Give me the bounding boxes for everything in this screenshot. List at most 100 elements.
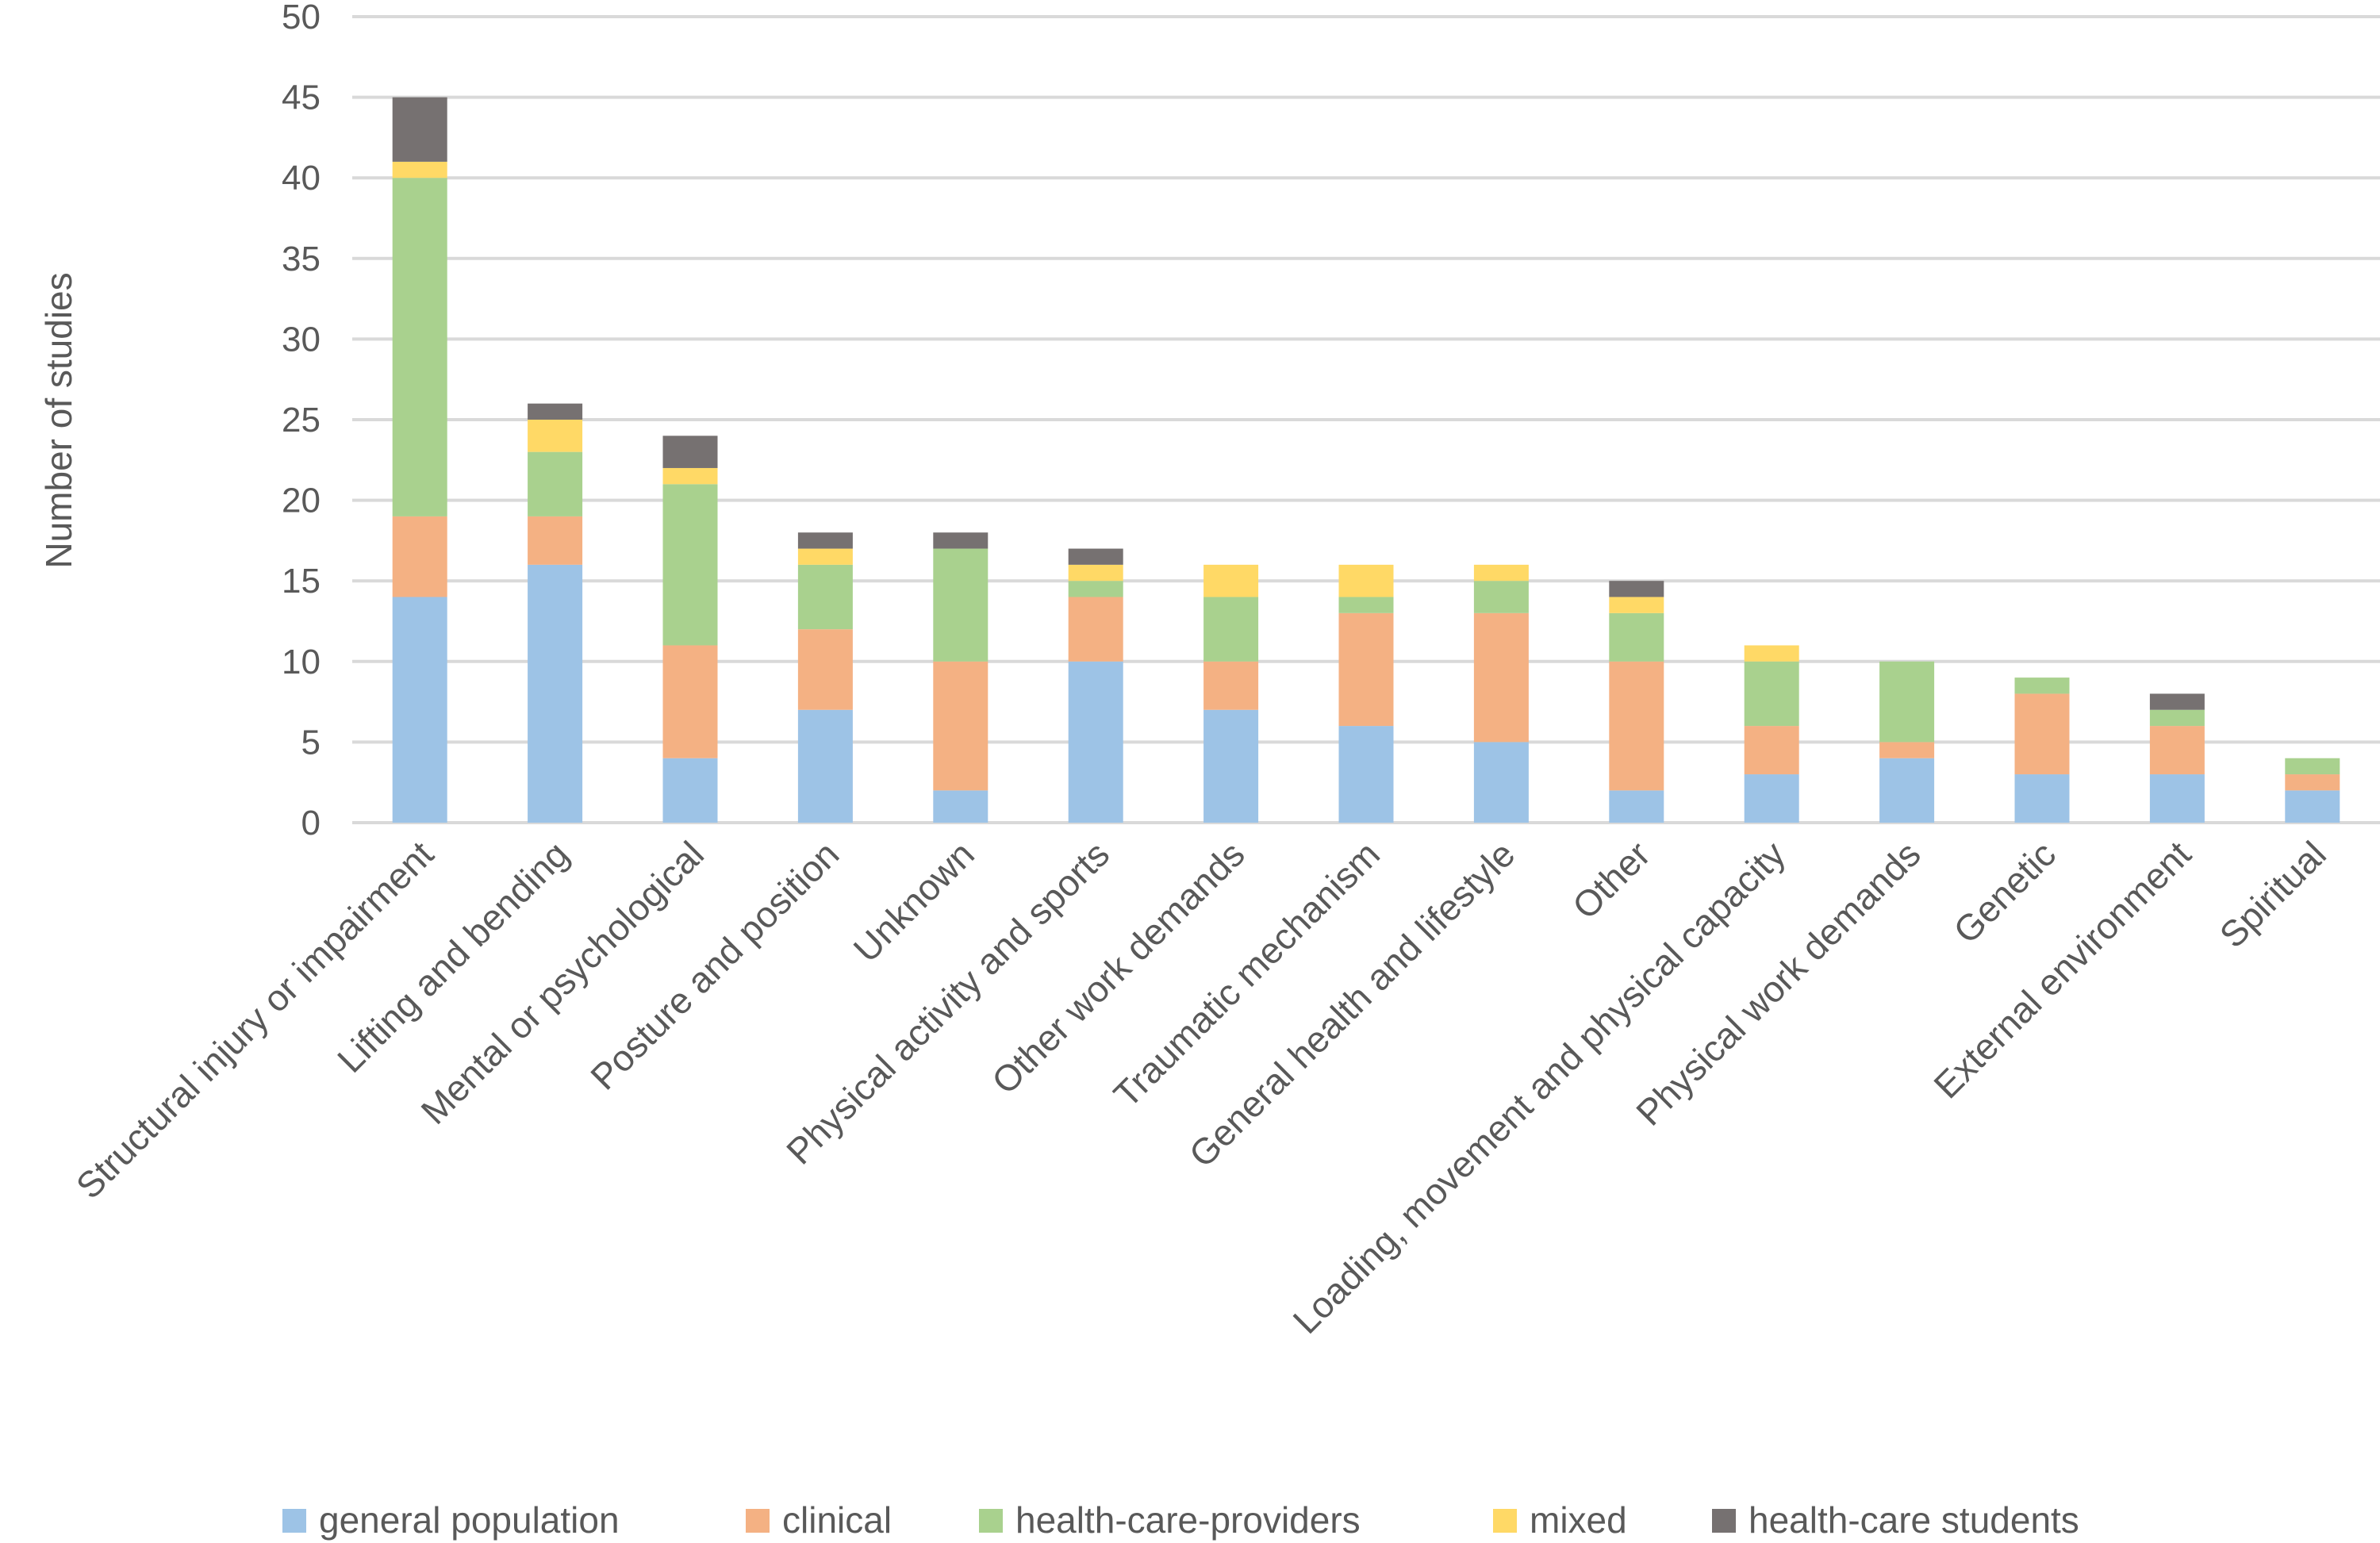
bar-segment bbox=[528, 516, 583, 565]
bar-segment bbox=[2285, 758, 2340, 775]
legend-label: health-care-providers bbox=[1015, 1499, 1361, 1541]
y-tick-label: 25 bbox=[282, 401, 321, 439]
bar-segment bbox=[1609, 612, 1664, 662]
bar-segment bbox=[528, 403, 583, 420]
bar-segment bbox=[1473, 581, 1529, 613]
x-tick-label: Genetic bbox=[1945, 833, 2063, 951]
bar-segment bbox=[2014, 677, 2070, 694]
bar-segment bbox=[1203, 709, 1259, 823]
y-tick-label: 20 bbox=[282, 482, 321, 520]
y-tick-label: 50 bbox=[282, 0, 321, 36]
bar-segment bbox=[1879, 661, 1935, 743]
bar-segment bbox=[797, 709, 853, 823]
legend-swatch bbox=[1493, 1509, 1517, 1533]
bar-segment bbox=[1744, 645, 1799, 662]
bar-segment bbox=[1609, 597, 1664, 613]
bars bbox=[392, 97, 2340, 823]
x-tick-label: Other work demands bbox=[984, 833, 1253, 1102]
bar-segment bbox=[2149, 693, 2205, 710]
bar-segment bbox=[1879, 742, 1935, 758]
bar-segment bbox=[662, 758, 718, 823]
bar-segment bbox=[1203, 661, 1259, 710]
bar-segment bbox=[933, 790, 988, 823]
y-tick-label: 0 bbox=[301, 804, 321, 843]
x-tick-label: Lifting and bending bbox=[329, 833, 577, 1080]
bar-segment bbox=[2014, 774, 2070, 823]
bar-segment bbox=[1068, 581, 1123, 597]
bar-segment bbox=[1744, 661, 1799, 727]
x-tick-label: Loading, movement and physical capacity bbox=[1285, 833, 1794, 1341]
bar-segment bbox=[392, 97, 447, 162]
bar-segment bbox=[2149, 709, 2205, 727]
legend: general population clinical health-care-pr… bbox=[282, 1499, 2079, 1541]
y-tick-label: 35 bbox=[282, 240, 321, 278]
bar-segment bbox=[797, 629, 853, 710]
bar-segment bbox=[1473, 612, 1529, 743]
x-tick-label: Unknown bbox=[845, 833, 981, 969]
bar-segment bbox=[1338, 564, 1394, 597]
bar-segment bbox=[392, 178, 447, 516]
x-tick-label: Other bbox=[1564, 833, 1658, 927]
bar-segment bbox=[1068, 564, 1123, 582]
legend-swatch bbox=[1712, 1509, 1736, 1533]
bar-segment bbox=[1609, 661, 1664, 791]
bar-segment bbox=[2149, 774, 2205, 823]
bar-segment bbox=[797, 564, 853, 630]
bar-segment bbox=[662, 467, 718, 485]
bar-segment bbox=[662, 645, 718, 758]
y-tick-label: 40 bbox=[282, 159, 321, 198]
bar-segment bbox=[2285, 774, 2340, 791]
bar-segment bbox=[528, 564, 583, 823]
bar-segment bbox=[528, 451, 583, 516]
bar-segment bbox=[1609, 790, 1664, 823]
bar-segment bbox=[933, 661, 988, 791]
bar-segment bbox=[1068, 661, 1123, 823]
legend-label: clinical bbox=[782, 1499, 892, 1541]
y-tick-label: 5 bbox=[301, 723, 321, 762]
bar-segment bbox=[392, 597, 447, 823]
y-tick-label: 30 bbox=[282, 320, 321, 359]
bar-segment bbox=[392, 161, 447, 178]
legend-label: health-care students bbox=[1749, 1499, 2079, 1541]
bar-segment bbox=[1203, 564, 1259, 597]
bar-segment bbox=[1609, 581, 1664, 597]
bar-segment bbox=[662, 436, 718, 468]
bar-segment bbox=[662, 484, 718, 646]
bar-segment bbox=[1338, 726, 1394, 823]
bar-segment bbox=[1068, 597, 1123, 662]
bar-segment bbox=[2285, 790, 2340, 823]
bar-segment bbox=[392, 516, 447, 597]
bar-segment bbox=[2149, 726, 2205, 775]
y-axis-ticks: 0 5 10 15 20 25 30 35 40 45 50 bbox=[282, 0, 321, 843]
bar-segment bbox=[797, 532, 853, 549]
bar-segment bbox=[1203, 597, 1259, 662]
bar-segment bbox=[797, 548, 853, 565]
legend-label: general population bbox=[319, 1499, 620, 1541]
bar-segment bbox=[1473, 742, 1529, 823]
bar-segment bbox=[1068, 548, 1123, 565]
y-axis-label: Number of studies bbox=[38, 272, 79, 568]
x-tick-label: Physical work demands bbox=[1628, 833, 1928, 1133]
x-tick-label: Posture and position bbox=[582, 833, 846, 1097]
bar-segment bbox=[1473, 564, 1529, 582]
legend-swatch bbox=[282, 1509, 306, 1533]
legend-swatch bbox=[746, 1509, 770, 1533]
x-tick-label: Traumatic mechanism bbox=[1106, 833, 1388, 1115]
bar-segment bbox=[933, 548, 988, 662]
y-tick-label: 10 bbox=[282, 643, 321, 681]
y-tick-label: 15 bbox=[282, 562, 321, 601]
bar-segment bbox=[933, 532, 988, 549]
bar-segment bbox=[528, 420, 583, 452]
x-tick-label: Mental or psychological bbox=[413, 833, 712, 1132]
x-tick-label: Spiritual bbox=[2212, 833, 2334, 955]
bar-segment bbox=[1744, 774, 1799, 823]
bar-segment bbox=[1879, 758, 1935, 823]
bar-segment bbox=[1338, 612, 1394, 727]
legend-label: mixed bbox=[1530, 1499, 1627, 1541]
x-tick-label: External environment bbox=[1925, 833, 2198, 1106]
bar-segment bbox=[1338, 597, 1394, 613]
bar-segment bbox=[2014, 693, 2070, 775]
y-tick-label: 45 bbox=[282, 79, 321, 117]
